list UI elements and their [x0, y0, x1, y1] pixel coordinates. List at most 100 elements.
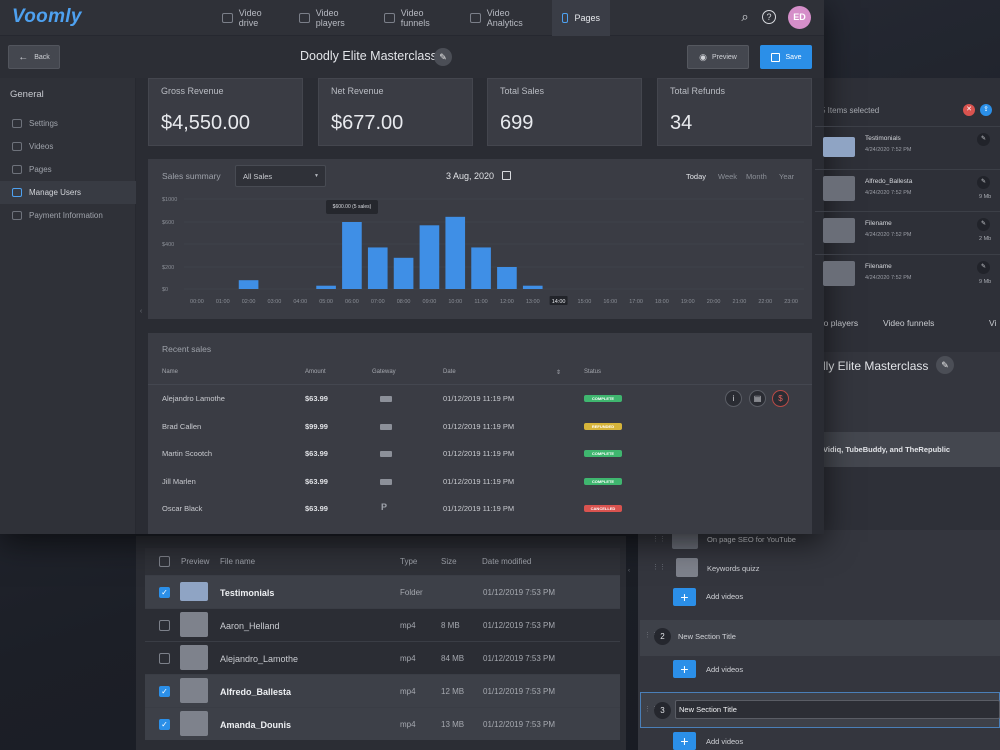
summary-date[interactable]: 3 Aug, 2020	[446, 171, 511, 181]
edit-title-icon[interactable]: ✎	[434, 48, 452, 66]
bar-05:00[interactable]	[316, 285, 336, 289]
nav-item-video-analytics[interactable]: Video Analytics	[460, 0, 550, 36]
sidebar-item-settings[interactable]: Settings	[0, 112, 136, 135]
sales-row[interactable]: Martin Scootch $63.99 01/12/2019 11:19 PM C…	[148, 440, 812, 467]
receipt-icon[interactable]: ▤	[749, 390, 766, 407]
bar-10:00[interactable]	[445, 216, 466, 289]
nav-item-video-drive[interactable]: Video drive	[212, 0, 288, 36]
row-checkbox[interactable]: ✓	[159, 686, 170, 697]
file-row[interactable]: ✓ Alfredo_Ballesta mp4 12 MB 01/12/2019 7:53…	[145, 674, 620, 707]
section-title-input[interactable]: New Section Title	[675, 700, 1000, 719]
add-videos-plus-icon[interactable]: +	[673, 660, 696, 678]
bar-11:00[interactable]	[471, 247, 491, 289]
section-header[interactable]	[640, 620, 1000, 656]
sales-row[interactable]: Jill Marlen $63.99 01/12/2019 11:19 PM COMP…	[148, 468, 812, 495]
range-tab-year[interactable]: Year	[779, 172, 795, 181]
range-tab-today[interactable]: Today	[686, 172, 707, 181]
sidebar-item-payment-information[interactable]: Payment Information	[0, 204, 136, 227]
file-row[interactable]: ✓ Testimonials Folder 01/12/2019 7:53 PM	[145, 575, 620, 608]
range-tab-month[interactable]: Month	[746, 172, 767, 181]
folder-icon	[180, 582, 208, 601]
col-date[interactable]: Date	[443, 369, 456, 375]
file-row[interactable]: Aaron_Helland mp4 8 MB 01/12/2019 7:53 PM	[145, 608, 620, 641]
sale-date: 01/12/2019 11:19 PM	[443, 449, 515, 458]
file-list-item[interactable]: Alfredo_Ballesta 4/24/2020 7:52 PM ✎ 9 Mb	[815, 168, 1000, 211]
share-icon[interactable]: ⇪	[980, 104, 992, 116]
funnel-icon	[384, 13, 395, 23]
row-checkbox[interactable]	[159, 653, 170, 664]
voomly-logo[interactable]: Voomly	[12, 6, 82, 27]
help-icon[interactable]: ?	[762, 10, 776, 24]
pencil-icon[interactable]: ✎	[977, 175, 990, 189]
add-videos-plus-icon[interactable]: +	[673, 588, 696, 606]
sale-date: 01/12/2019 11:19 PM	[443, 421, 515, 431]
search-icon[interactable]: ⌕	[741, 9, 749, 24]
avatar[interactable]: ED	[788, 6, 811, 29]
file-type: Folder	[400, 588, 423, 597]
back-button[interactable]: ← Back	[8, 45, 60, 69]
nav-item-pages[interactable]: Pages	[552, 0, 610, 36]
drag-handle-icon[interactable]: ⋮⋮	[652, 536, 666, 543]
bar-06:00[interactable]	[342, 222, 362, 289]
bar-02:00[interactable]	[238, 280, 259, 289]
sidebar-item-manage-users[interactable]: Manage Users	[0, 181, 136, 204]
collapse-sidebar-handle[interactable]: ‹	[139, 308, 143, 315]
range-tab-week[interactable]: Week	[718, 172, 738, 181]
file-name: Alfredo_Ballesta	[220, 687, 292, 697]
file-list-item[interactable]: Testimonials 4/24/2020 7:52 PM ✎	[815, 126, 1000, 168]
nav-item-video-players[interactable]: Video players	[289, 0, 373, 36]
pencil-icon[interactable]: ✎	[977, 133, 990, 146]
bar-09:00[interactable]	[419, 225, 440, 289]
file-list-item[interactable]: Filename 4/24/2020 7:52 PM ✎ 2 Mb	[815, 211, 1000, 253]
row-checkbox[interactable]	[159, 620, 170, 631]
add-videos-link[interactable]: Add videos	[706, 737, 744, 746]
stripe-icon	[380, 423, 392, 430]
stat-card: Total Refunds 34	[657, 78, 812, 146]
file-name: Amanda_Dounis	[220, 720, 292, 730]
file-list-item[interactable]: Filename 4/24/2020 7:52 PM ✎ 9 Mb	[815, 253, 1000, 296]
sales-filter-select[interactable]: All Sales ▼	[235, 165, 326, 187]
x-tick-label: 13:00	[526, 299, 540, 305]
bar-08:00[interactable]	[393, 257, 414, 289]
delete-icon[interactable]: ✕	[963, 104, 975, 116]
refund-icon[interactable]: $	[772, 390, 789, 407]
sales-row[interactable]: Brad Callen $99.99 01/12/2019 11:19 PM REFU…	[148, 413, 812, 440]
collapse-handle-left[interactable]: ‹	[628, 568, 630, 574]
file-row[interactable]: ✓ Amanda_Dounis mp4 13 MB 01/12/2019 7:53 PM	[145, 707, 620, 740]
add-videos-plus-icon[interactable]: +	[673, 732, 696, 750]
sort-icon[interactable]: ⇕	[556, 370, 562, 376]
row-checkbox[interactable]: ✓	[159, 587, 170, 598]
preview-button[interactable]: ◉ Preview	[687, 45, 749, 69]
row-checkbox[interactable]: ✓	[159, 719, 170, 730]
sidebar-item-videos[interactable]: Videos	[0, 135, 136, 158]
drag-handle-icon[interactable]: ⋮⋮	[644, 706, 658, 713]
sidebar-item-pages[interactable]: Pages	[0, 158, 136, 181]
add-videos-link[interactable]: Add videos	[706, 592, 744, 601]
pencil-icon[interactable]: ✎	[936, 356, 954, 374]
bar-13:00[interactable]	[522, 285, 543, 289]
file-row[interactable]: Alejandro_Lamothe mp4 84 MB 01/12/2019 7:53…	[145, 641, 620, 674]
file-size: 13 MB	[441, 720, 465, 729]
bar-07:00[interactable]	[367, 247, 388, 289]
stat-value: $4,550.00	[161, 112, 250, 134]
file-type: mp4	[400, 687, 416, 696]
drag-handle-icon[interactable]: ⋮⋮	[644, 632, 658, 639]
select-all-checkbox[interactable]	[159, 556, 170, 567]
info-icon[interactable]: i	[725, 390, 742, 407]
pencil-icon[interactable]: ✎	[977, 218, 990, 231]
summary-date-value: 3 Aug, 2020	[446, 171, 495, 181]
add-videos-link[interactable]: Add videos	[706, 665, 744, 674]
save-button[interactable]: Save	[760, 45, 812, 69]
pencil-icon[interactable]: ✎	[977, 260, 990, 274]
bar-12:00[interactable]	[497, 267, 517, 289]
nav-item-video-funnels[interactable]: Video funnels	[374, 0, 458, 36]
file-size: 8 MB	[441, 621, 460, 630]
stripe-icon	[380, 478, 392, 485]
section-title[interactable]: New Section Title	[678, 632, 736, 641]
video-thumbnail	[180, 711, 208, 736]
drag-handle-icon[interactable]: ⋮⋮	[652, 564, 666, 571]
sales-row[interactable]: Oscar Black $63.99 P 01/12/2019 11:19 PM CAN…	[148, 495, 812, 522]
sales-row[interactable]: Alejandro Lamothe $63.99 01/12/2019 11:19 …	[148, 385, 812, 412]
nav-label: Pages	[574, 13, 600, 23]
file-date: 4/24/2020 7:52 PM	[865, 232, 912, 238]
